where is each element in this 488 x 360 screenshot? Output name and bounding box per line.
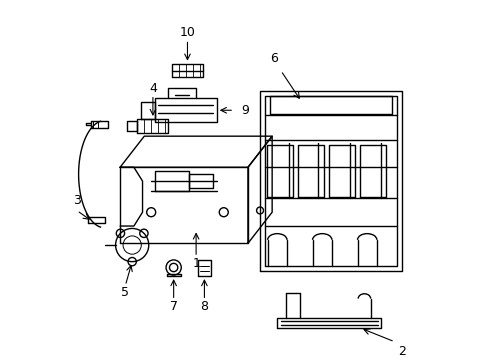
Text: 8: 8 <box>200 300 208 313</box>
Text: 9: 9 <box>241 104 248 117</box>
Text: 10: 10 <box>179 26 195 39</box>
Text: 6: 6 <box>269 52 277 65</box>
Text: 5: 5 <box>121 286 129 299</box>
Text: 3: 3 <box>73 194 81 207</box>
Text: 7: 7 <box>169 300 177 313</box>
Text: 2: 2 <box>397 345 405 358</box>
Text: 1: 1 <box>192 257 200 270</box>
Text: 4: 4 <box>149 82 157 95</box>
